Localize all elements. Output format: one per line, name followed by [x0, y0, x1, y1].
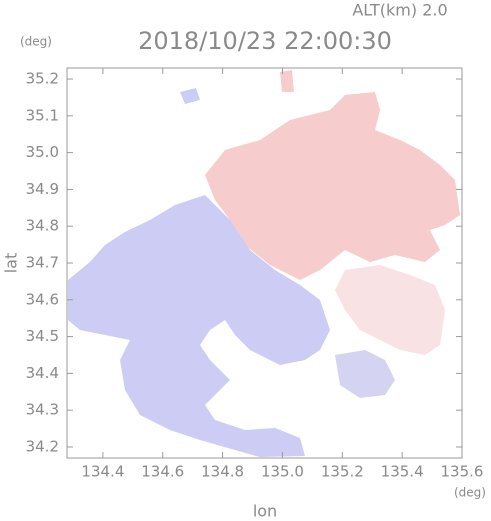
y-axis-label: lat	[2, 253, 21, 274]
y-tick-label: 34.3	[26, 401, 59, 419]
y-tick-label: 34.4	[26, 364, 59, 382]
x-tick-label: 134.6	[141, 463, 184, 481]
x-tick-label: 135.2	[321, 463, 364, 481]
y-tick-label: 34.6	[26, 290, 59, 308]
y-tick-label: 35.2	[26, 70, 59, 88]
x-unit: (deg)	[454, 486, 486, 500]
echo-region-blue-small	[180, 88, 200, 104]
x-tick-label: 134.8	[201, 463, 244, 481]
echo-field	[68, 70, 460, 457]
chart-title: 2018/10/23 22:00:30	[138, 27, 392, 55]
y-tick-label: 34.7	[26, 254, 59, 272]
y-tick-label: 35.1	[26, 106, 59, 124]
chart-subtitle: ALT(km) 2.0	[352, 1, 447, 20]
echo-region-blue-east	[335, 350, 395, 398]
echo-region-blue	[68, 195, 330, 457]
y-unit: (deg)	[20, 35, 52, 49]
x-axis-label: lon	[253, 502, 277, 521]
y-tick-label: 34.2	[26, 437, 59, 455]
echo-region-pink	[205, 92, 460, 280]
y-tick-label: 34.8	[26, 217, 59, 235]
y-tick-label: 35.0	[26, 143, 59, 161]
x-tick-label: 135.4	[381, 463, 424, 481]
x-tick-label: 135.6	[441, 463, 484, 481]
echo-region-pink-top	[280, 70, 294, 92]
y-tick-label: 34.9	[26, 180, 59, 198]
x-tick-label: 135.0	[261, 463, 304, 481]
y-tick-label: 34.5	[26, 327, 59, 345]
echo-region-pink-light	[335, 265, 445, 355]
x-tick-label: 134.4	[81, 463, 124, 481]
